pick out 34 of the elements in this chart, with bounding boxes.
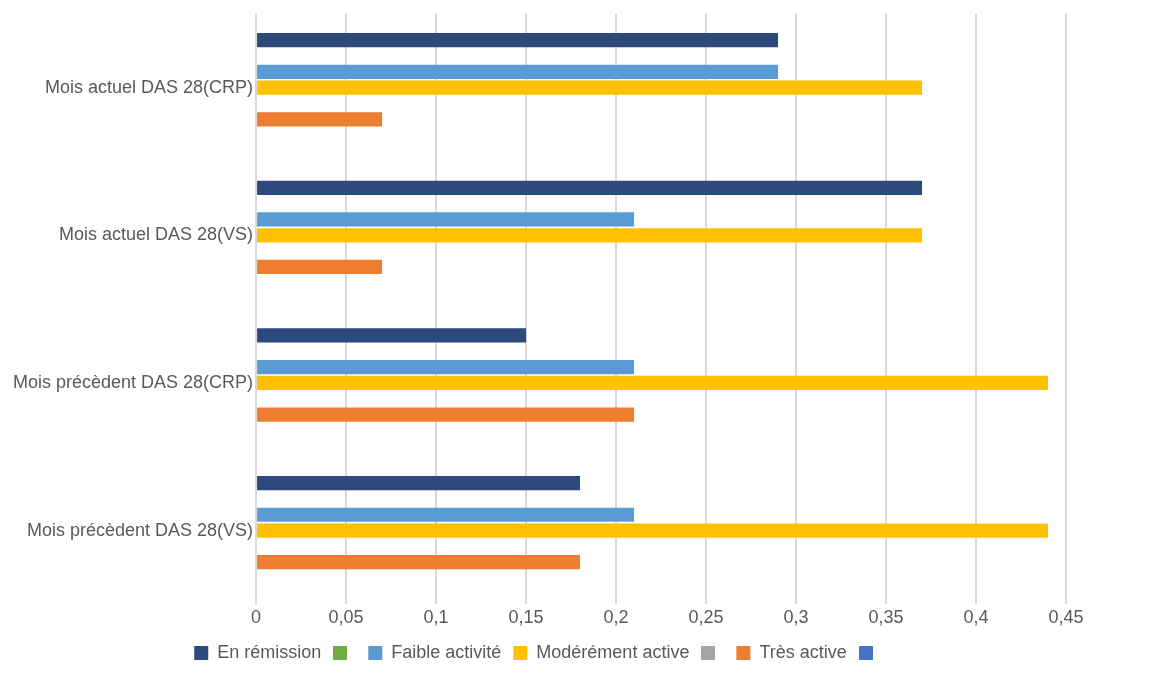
y-tick-label: Mois actuel DAS 28(CRP)	[45, 76, 254, 97]
bar	[257, 407, 635, 422]
x-tick-label: 0,2	[603, 607, 629, 628]
bar	[257, 328, 527, 343]
x-tick-label: 0,05	[328, 607, 364, 628]
bar	[257, 259, 383, 275]
legend-label: Modérément active	[536, 641, 690, 662]
x-tick-label: 0,15	[508, 607, 544, 628]
x-tick-label: 0,45	[1048, 607, 1084, 628]
x-tick-label: 0,25	[688, 607, 724, 628]
legend-label: Faible activité	[391, 641, 502, 662]
bar	[257, 228, 923, 243]
bar	[257, 359, 635, 375]
legend-label: En rémission	[217, 641, 322, 662]
legend-label: Très active	[759, 641, 847, 662]
bar	[257, 180, 923, 195]
bar	[257, 112, 383, 127]
bar	[257, 476, 581, 491]
bar	[257, 33, 779, 48]
bar	[257, 375, 1048, 391]
x-tick-label: 0,1	[423, 607, 449, 628]
x-tick-label: 0,3	[783, 607, 809, 628]
x-tick-label: 0,4	[963, 607, 989, 628]
bar	[257, 555, 581, 570]
y-tick-label: Mois précèdent DAS 28(CRP)	[13, 371, 254, 392]
y-tick-label: Mois actuel DAS 28(VS)	[59, 224, 254, 245]
bar	[257, 212, 635, 227]
bar	[257, 507, 635, 522]
bar	[257, 523, 1048, 538]
y-tick-label: Mois précèdent DAS 28(VS)	[26, 519, 254, 540]
bar	[257, 80, 923, 95]
bar	[257, 64, 779, 79]
x-tick-label: 0	[251, 607, 262, 628]
x-tick-label: 0,35	[868, 607, 904, 628]
